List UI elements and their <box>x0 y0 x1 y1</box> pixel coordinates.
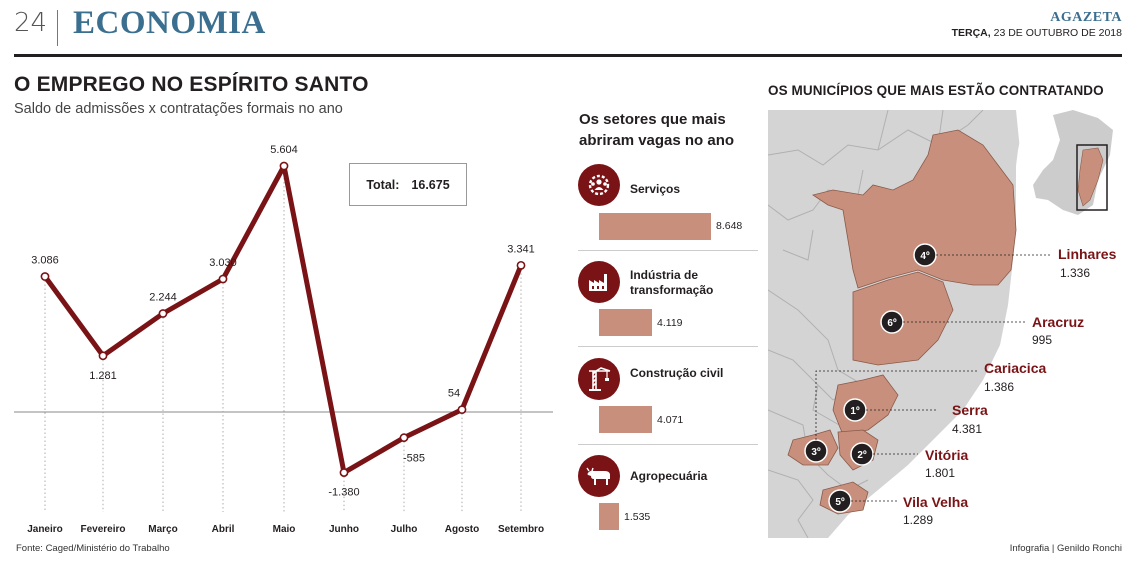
sector-label: Agropecuária <box>630 469 708 483</box>
leader-lines <box>815 254 1050 502</box>
rank-vitoria: 2º <box>857 450 867 461</box>
chart-title: O EMPREGO NO ESPÍRITO SANTO <box>14 73 369 96</box>
muni-name-vitoria: Vitória <box>925 447 969 463</box>
map-title: OS MUNICÍPIOS QUE MAIS ESTÃO CONTRATANDO <box>768 83 1104 98</box>
sector-construcao: Construção civil 4.071 <box>578 358 758 438</box>
muni-value-aracruz: 995 <box>1032 333 1053 347</box>
source-note: Fonte: Caged/Ministério do Trabalho <box>16 543 170 554</box>
data-point <box>98 351 108 361</box>
data-point <box>158 309 168 318</box>
header-separator <box>57 10 58 46</box>
factory-icon <box>578 261 620 303</box>
sector-value: 8.648 <box>716 220 743 232</box>
muni-name-serra: Serra <box>952 402 988 418</box>
rank-vilavelha: 5º <box>835 497 845 508</box>
linhares-area <box>812 129 1017 289</box>
sector-bar <box>599 406 652 433</box>
month-label: Agosto <box>445 524 479 535</box>
rank-aracruz: 6º <box>887 318 897 329</box>
data-label: -1.380 <box>328 487 359 499</box>
infographic-credit: Infografia | Genildo Ronchi <box>1009 543 1122 554</box>
data-label: 54 <box>448 388 460 400</box>
data-label: 3.030 <box>209 257 237 269</box>
sectors-title: Os setores que mais abriram vagas no ano <box>579 111 735 149</box>
data-point <box>457 405 467 415</box>
data-label: 5.604 <box>270 144 298 156</box>
sector-bar <box>599 309 652 336</box>
month-label: Setembro <box>498 524 544 535</box>
section-title: ECONOMIA <box>73 5 266 41</box>
sector-divider <box>578 346 758 347</box>
sector-label: Indústria de transformação <box>630 268 714 297</box>
muni-value-linhares: 1.336 <box>1060 266 1091 280</box>
muni-value-vitoria: 1.801 <box>925 466 956 480</box>
brand-name: AGAZETA <box>1050 10 1122 25</box>
muni-value-serra: 4.381 <box>952 422 983 436</box>
sector-servicos: Serviços 8.648 <box>578 164 758 244</box>
series-line <box>42 163 524 476</box>
header-rule <box>14 54 1122 57</box>
sector-bar <box>599 503 619 530</box>
locator-inset <box>1033 110 1113 215</box>
data-label: 3.086 <box>31 255 59 267</box>
muni-name-vilavelha: Vila Velha <box>903 494 969 510</box>
edition-date: TERÇA, 23 DE OUTUBRO DE 2018 <box>952 27 1122 39</box>
crane-icon <box>578 358 620 400</box>
data-label: 1.281 <box>89 370 117 382</box>
espirito-santo-map: 4º 6º 3º 1º 2º 5º <box>768 110 1122 538</box>
sector-industria: Indústria de transformação 4.119 <box>578 261 758 341</box>
month-label: Janeiro <box>27 524 63 535</box>
data-label: 3.341 <box>507 243 535 255</box>
data-point <box>218 274 228 284</box>
muni-name-aracruz: Aracruz <box>1032 314 1085 330</box>
data-label: -585 <box>403 453 425 465</box>
sector-divider <box>578 444 758 445</box>
month-label: Junho <box>329 524 359 535</box>
data-point <box>279 161 289 171</box>
sector-value: 1.535 <box>624 511 651 523</box>
rank-serra: 1º <box>850 406 860 417</box>
total-label: Total: <box>366 177 400 192</box>
gears-people-icon <box>578 164 620 206</box>
rank-cariacica: 3º <box>811 447 821 458</box>
muni-value-cariacica: 1.386 <box>984 380 1015 394</box>
brand-block: AGAZETA TERÇA, 23 DE OUTUBRO DE 2018 <box>952 10 1122 39</box>
sector-bar <box>599 213 711 240</box>
muni-value-vilavelha: 1.289 <box>903 513 934 527</box>
data-point <box>339 468 349 477</box>
sector-value: 4.119 <box>657 317 683 329</box>
edition-weekday: TERÇA, <box>951 27 991 39</box>
rank-badges: 4º 6º 3º 1º 2º 5º <box>804 243 937 513</box>
page-number: 24 <box>14 8 48 38</box>
data-label: 2.244 <box>149 291 177 303</box>
muni-name-linhares: Linhares <box>1058 246 1117 262</box>
total-box: Total: 16.675 <box>349 163 467 206</box>
data-point <box>399 433 409 443</box>
sector-divider <box>578 250 758 251</box>
chart-subtitle: Saldo de admissões x contratações formai… <box>14 101 343 117</box>
month-label: Fevereiro <box>80 524 125 535</box>
data-point <box>40 272 50 281</box>
month-label: Março <box>148 524 177 535</box>
sector-value: 4.071 <box>657 414 684 426</box>
cow-icon <box>578 455 620 497</box>
month-label: Abril <box>212 524 235 535</box>
data-point <box>516 260 526 270</box>
month-label: Maio <box>273 524 296 535</box>
total-value: 16.675 <box>411 177 450 192</box>
muni-name-cariacica: Cariacica <box>984 360 1047 376</box>
sector-label: Construção civil <box>630 366 724 380</box>
sector-agropecuaria: Agropecuária 1.535 <box>578 455 758 535</box>
sector-label: Serviços <box>630 182 681 196</box>
month-label: Julho <box>391 524 418 535</box>
edition-date-text: 23 DE OUTUBRO DE 2018 <box>993 27 1122 39</box>
rank-linhares: 4º <box>920 251 930 262</box>
employment-line-chart: 3.086 1.281 2.244 3.030 5.604 -1.380 -585 54 3.3… <box>14 144 553 535</box>
